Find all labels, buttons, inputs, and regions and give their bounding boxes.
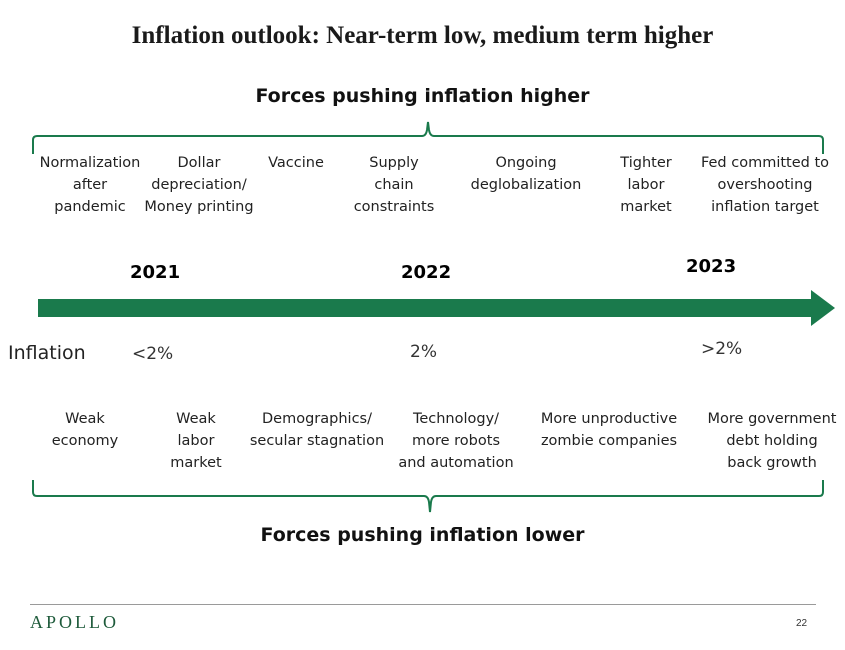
force-higher-4: Supply chain constraints bbox=[353, 155, 435, 215]
force-higher-3: Vaccine bbox=[268, 155, 324, 171]
force-lower-5: More unproductive zombie companies bbox=[540, 411, 678, 449]
force-higher-1: Normalization after pandemic bbox=[39, 155, 141, 215]
apollo-logo: APOLLO bbox=[30, 612, 119, 632]
timeline-arrow bbox=[38, 290, 835, 326]
force-higher-6: Tighter labor market bbox=[620, 155, 672, 215]
force-lower-6: More government debt holding back growth bbox=[707, 411, 837, 471]
force-higher-5: Ongoing deglobalization bbox=[470, 155, 582, 193]
force-lower-1: Weak economy bbox=[51, 411, 119, 449]
force-lower-2: Weak labor market bbox=[170, 411, 222, 471]
page-number: 22 bbox=[796, 618, 808, 629]
higher-forces-brace bbox=[32, 121, 824, 154]
inflation-2021-value: <2% bbox=[132, 344, 174, 364]
lower-forces-heading: Forces pushing inflation lower bbox=[260, 524, 585, 546]
inflation-2022-value: 2% bbox=[410, 342, 437, 362]
higher-forces-heading: Forces pushing inflation higher bbox=[255, 85, 590, 107]
footer-divider bbox=[30, 604, 816, 605]
inflation-label: Inflation bbox=[8, 342, 86, 364]
force-higher-7: Fed committed to overshooting inflation … bbox=[700, 155, 830, 215]
force-lower-3: Demographics/ secular stagnation bbox=[249, 411, 385, 449]
force-lower-4: Technology/ more robots and automation bbox=[398, 411, 514, 471]
year-2023: 2023 bbox=[686, 256, 737, 277]
page-title: Inflation outlook: Near-term low, medium… bbox=[131, 22, 714, 49]
force-higher-2: Dollar depreciation/ Money printing bbox=[144, 155, 254, 215]
inflation-2023-value: >2% bbox=[701, 339, 743, 359]
year-2022: 2022 bbox=[401, 262, 452, 283]
lower-forces-brace bbox=[32, 480, 824, 513]
year-2021: 2021 bbox=[130, 262, 181, 283]
